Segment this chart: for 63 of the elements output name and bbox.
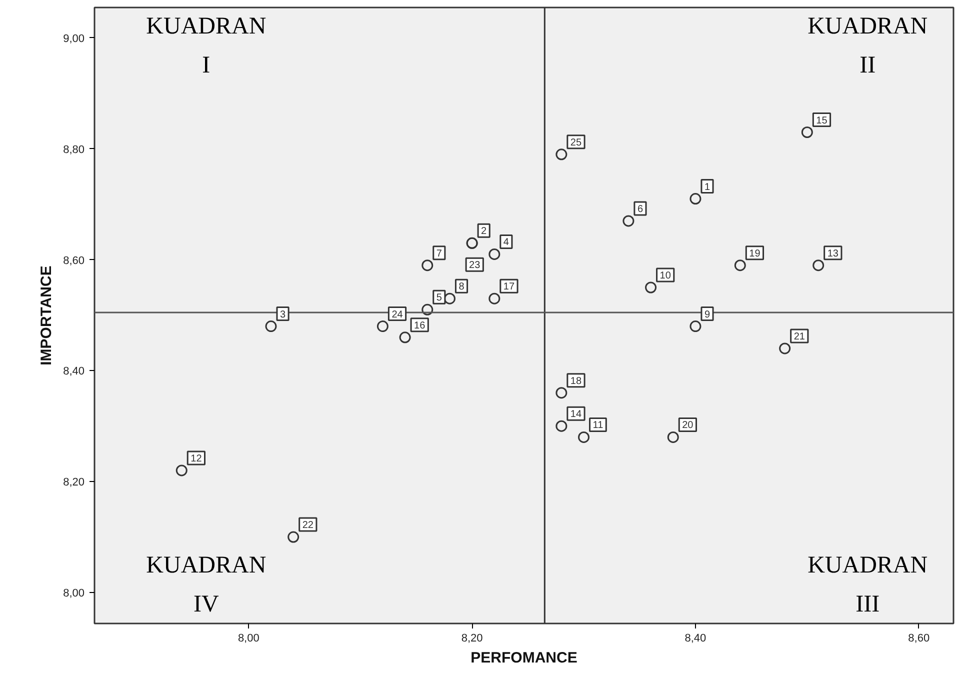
annotation: 21 <box>794 331 806 342</box>
x-tick-label: 8,60 <box>908 632 930 644</box>
y-tick-label: 8,20 <box>63 476 85 489</box>
annotation: 6 <box>637 204 644 215</box>
annotation: 12 <box>190 453 202 464</box>
point <box>690 320 702 332</box>
y-axis-title: IMPORTANCE <box>38 266 56 366</box>
point <box>556 148 568 160</box>
point <box>265 320 277 332</box>
annotation: 19 <box>749 248 761 260</box>
annotation: 23 <box>469 260 481 272</box>
x-tick-label: 8,00 <box>238 632 260 644</box>
annotation: 5 <box>436 292 442 304</box>
annotation: 16 <box>414 320 426 332</box>
y-tick-label: 9,00 <box>63 32 85 45</box>
annotation: KUADRAN IV <box>146 552 266 618</box>
annotation: KUADRAN I <box>146 14 266 79</box>
point <box>376 320 388 332</box>
y-tick-label: 8,00 <box>63 587 85 600</box>
point <box>690 193 702 205</box>
annotation: 8 <box>458 282 465 293</box>
point <box>645 282 657 294</box>
point <box>422 304 434 316</box>
point <box>488 292 500 304</box>
annotation: 15 <box>816 115 828 126</box>
point <box>176 464 188 476</box>
annotation: 11 <box>592 420 604 432</box>
x-axis-title: PERFOMANCE <box>470 650 578 666</box>
annotation: 14 <box>570 409 582 420</box>
point <box>578 431 590 443</box>
point <box>667 431 679 443</box>
point <box>556 420 568 432</box>
y-tick-label: 8,80 <box>63 144 85 156</box>
point <box>488 248 500 260</box>
annotation: 17 <box>503 282 515 293</box>
annotation: 18 <box>570 376 582 387</box>
x-tick-label: 8,20 <box>461 632 483 644</box>
annotation: 20 <box>682 420 694 432</box>
point <box>399 332 411 344</box>
point <box>622 215 634 227</box>
point <box>288 531 300 543</box>
annotation: 4 <box>503 237 510 248</box>
annotation: 13 <box>827 248 839 260</box>
y-tick-label: 8,60 <box>63 254 85 267</box>
point <box>812 260 824 272</box>
annotation: 7 <box>436 248 442 260</box>
annotation: 25 <box>570 137 582 148</box>
annotation: 10 <box>660 270 672 282</box>
x-tick-label: 8,40 <box>684 632 706 644</box>
annotation: 2 <box>481 226 488 238</box>
y-tick-label: 8,40 <box>63 366 85 378</box>
annotation: 1 <box>704 182 710 193</box>
annotation: 24 <box>392 309 404 320</box>
annotation: KUADRAN II <box>808 14 928 79</box>
annotation: KUADRAN III <box>808 552 928 618</box>
point <box>422 260 434 272</box>
point <box>779 342 791 354</box>
point <box>801 126 813 138</box>
point <box>556 387 568 399</box>
annotation: 3 <box>280 309 286 320</box>
annotation: 22 <box>302 520 314 532</box>
point <box>734 260 746 272</box>
annotation: 9 <box>704 309 710 320</box>
